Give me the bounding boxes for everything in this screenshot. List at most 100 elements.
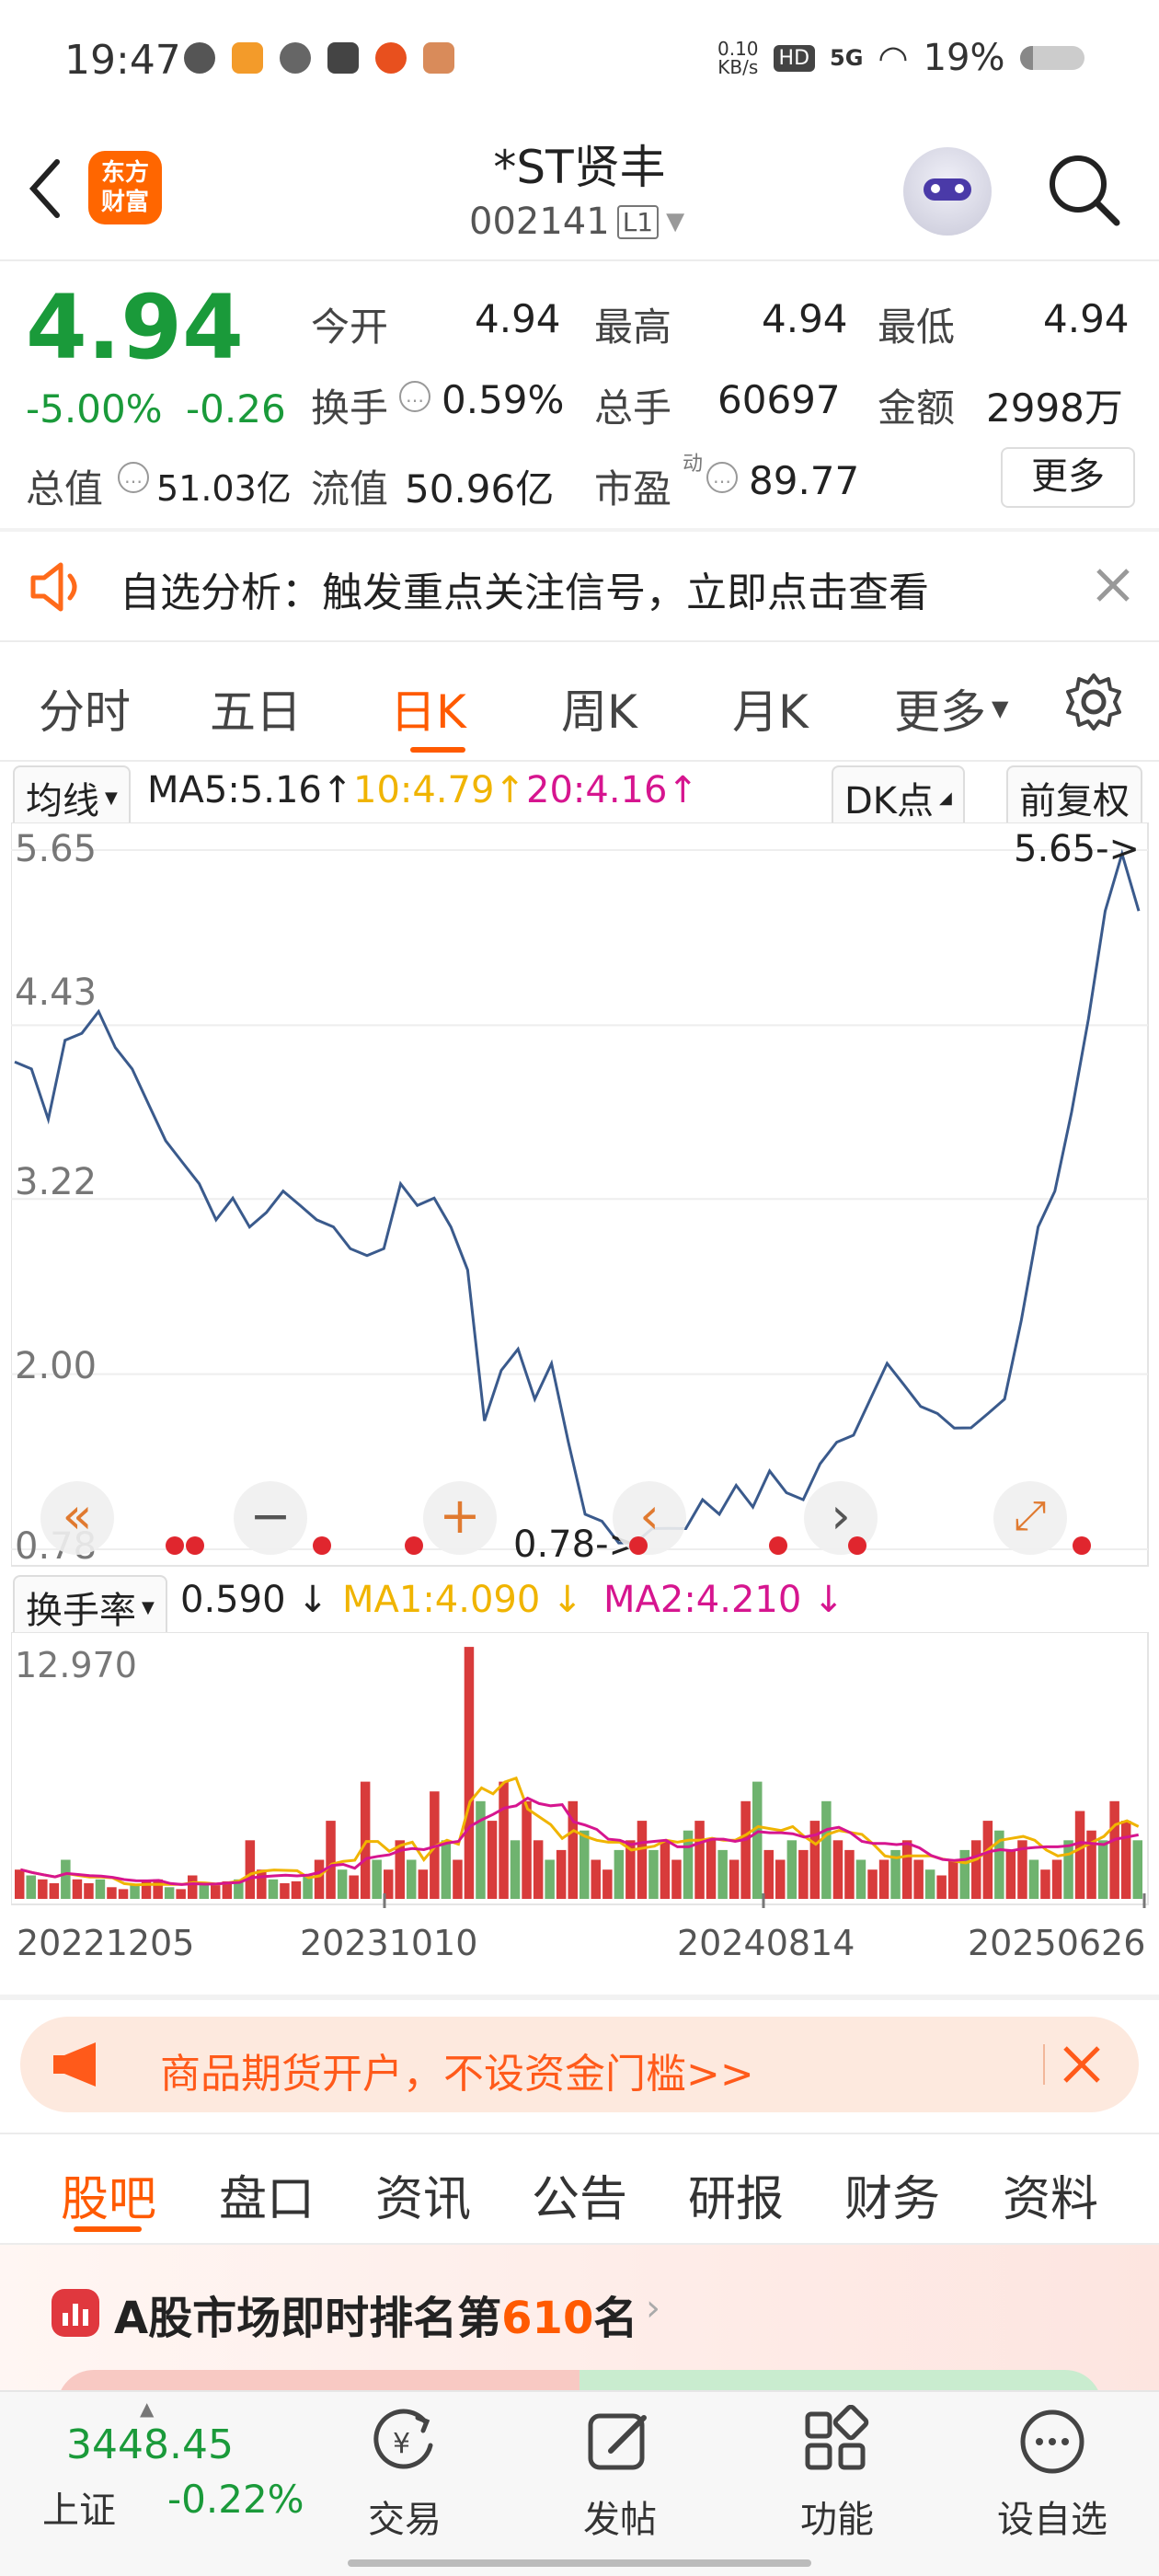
robot-assistant-icon[interactable] <box>903 147 992 236</box>
turnover-label: 换手 <box>311 385 389 431</box>
max-marker: 5.65-> <box>1014 828 1141 870</box>
price-chart[interactable] <box>11 822 1159 1568</box>
turnover-bar <box>118 1889 129 1899</box>
more-button[interactable]: 更多 <box>1001 447 1135 508</box>
turnover-bar <box>188 1875 198 1899</box>
ranking-icon <box>52 2289 99 2337</box>
turnover-max-label: 12.970 <box>15 1645 137 1685</box>
turnover-bar <box>1132 1840 1142 1899</box>
tab-intraday[interactable]: 分时 <box>39 685 131 739</box>
gear-icon[interactable] <box>1061 670 1126 734</box>
close-icon[interactable] <box>1093 565 1133 605</box>
tab-more[interactable]: 更多 ▼ <box>894 675 1008 742</box>
tab-profile[interactable]: 资料 <box>1003 2172 1099 2227</box>
y-tick: 5.65 <box>15 828 98 870</box>
turnover-bar <box>418 1869 429 1899</box>
adjust-button[interactable]: 前复权 <box>1006 765 1142 830</box>
signal-dots <box>0 1536 1159 1555</box>
total-value: 51.03亿 <box>156 468 292 509</box>
y-tick: 3.22 <box>15 1161 98 1203</box>
index-triangle-icon: ▲ <box>140 2398 155 2420</box>
turnover-bar <box>694 1821 705 1899</box>
turnover-bar <box>487 1821 498 1899</box>
functions-icon[interactable] <box>800 2404 874 2478</box>
status-right: 0.10 KB/s HD 5G ◠ 19% <box>717 37 1084 79</box>
info-icon[interactable]: … <box>706 462 738 493</box>
tab-monthly-k[interactable]: 月K <box>732 685 809 739</box>
turnover-bar <box>326 1821 336 1899</box>
indicator-selector[interactable]: 换手率 ▼ <box>13 1575 167 1639</box>
turnover-bar <box>545 1859 555 1899</box>
search-icon[interactable] <box>1045 151 1122 228</box>
tab-pankou[interactable]: 盘口 <box>219 2172 316 2227</box>
scroll-left-icon[interactable]: « <box>40 1481 114 1555</box>
turnover-bar <box>625 1840 636 1899</box>
signal-dot <box>769 1536 787 1555</box>
dk-label: DK点 <box>844 780 935 822</box>
ranking-text[interactable]: A股市场即时排名第610名 <box>114 2282 637 2346</box>
tab-guba[interactable]: 股吧 <box>61 2172 157 2227</box>
ma10-value: 10:4.79↑ <box>353 769 525 811</box>
app-logo[interactable]: 东方 财富 <box>88 151 162 224</box>
ranking-suffix: 名 <box>593 2293 638 2344</box>
index-name[interactable]: 上证 <box>42 2490 116 2532</box>
turnover-bar <box>130 1885 140 1899</box>
ma-selector[interactable]: 均线 ▼ <box>13 765 131 830</box>
turnover-bar <box>637 1821 648 1899</box>
ranking-banner[interactable] <box>0 2245 1159 2392</box>
app-icon <box>232 42 263 74</box>
prev-icon[interactable]: ‹ <box>613 1481 686 1555</box>
tab-active-indicator <box>410 747 465 753</box>
x-tick: 20240814 <box>677 1923 855 1963</box>
turnover-chart[interactable] <box>11 1632 1159 1908</box>
trade-icon[interactable]: ¥ <box>368 2405 442 2478</box>
turnover-bar <box>729 1859 740 1899</box>
tab-weekly-k[interactable]: 周K <box>561 685 637 739</box>
tab-finance[interactable]: 财务 <box>844 2172 941 2227</box>
ad-text[interactable]: 商品期货开户，不设资金门槛>> <box>160 2051 754 2098</box>
index-change[interactable]: -0.22% <box>167 2477 304 2522</box>
turnover-bar <box>878 1859 889 1899</box>
tab-research[interactable]: 研报 <box>688 2172 785 2227</box>
back-icon[interactable] <box>26 156 63 221</box>
caret-down-icon: ▼ <box>142 1597 155 1617</box>
tab-announcements[interactable]: 公告 <box>532 2172 628 2227</box>
expand-icon[interactable]: ⤢ <box>993 1481 1067 1555</box>
zoom-out-icon[interactable]: − <box>234 1481 307 1555</box>
tab-five-day[interactable]: 五日 <box>210 685 302 739</box>
stock-code-row[interactable]: 002141 L1 ▼ <box>469 201 684 243</box>
ad-banner[interactable] <box>20 2017 1139 2112</box>
low-value: 4.94 <box>1043 296 1130 341</box>
signal-dot <box>166 1536 184 1555</box>
post-label[interactable]: 发帖 <box>583 2499 657 2541</box>
volume-value: 60697 <box>717 377 841 422</box>
post-icon[interactable] <box>583 2405 657 2478</box>
turnover-bar <box>752 1781 763 1899</box>
tab-daily-k[interactable]: 日K <box>390 685 466 739</box>
turnover-bar <box>199 1883 209 1899</box>
add-watchlist-label[interactable]: 设自选 <box>997 2499 1107 2541</box>
turnover-bar <box>832 1840 843 1899</box>
signal-dot <box>1073 1536 1091 1555</box>
turnover-bar <box>982 1821 993 1899</box>
signal-dot <box>405 1536 423 1555</box>
close-icon[interactable] <box>1061 2044 1102 2085</box>
more-dots-icon[interactable] <box>1016 2405 1089 2478</box>
turnover-bar <box>913 1859 924 1899</box>
turnover-bar <box>245 1840 256 1899</box>
tab-news[interactable]: 资讯 <box>375 2172 472 2227</box>
turnover-bar <box>38 1879 48 1899</box>
app-icon <box>184 42 215 74</box>
trade-label[interactable]: 交易 <box>368 2499 442 2541</box>
zoom-in-icon[interactable]: + <box>423 1481 497 1555</box>
info-icon[interactable]: … <box>399 381 430 412</box>
signal-dot <box>848 1536 866 1555</box>
ma20-value: 20:4.16↑ <box>526 769 698 811</box>
notice-text[interactable]: 自选分析：触发重点关注信号，立即点击查看 <box>120 569 929 616</box>
pe-label: 市盈 <box>594 466 672 512</box>
functions-label[interactable]: 功能 <box>800 2499 874 2541</box>
chevron-down-icon: ▼ <box>666 208 685 236</box>
dk-button[interactable]: DK点 ◢ <box>832 765 965 830</box>
info-icon[interactable]: … <box>118 462 149 493</box>
index-value[interactable]: 3448.45 <box>66 2421 234 2468</box>
